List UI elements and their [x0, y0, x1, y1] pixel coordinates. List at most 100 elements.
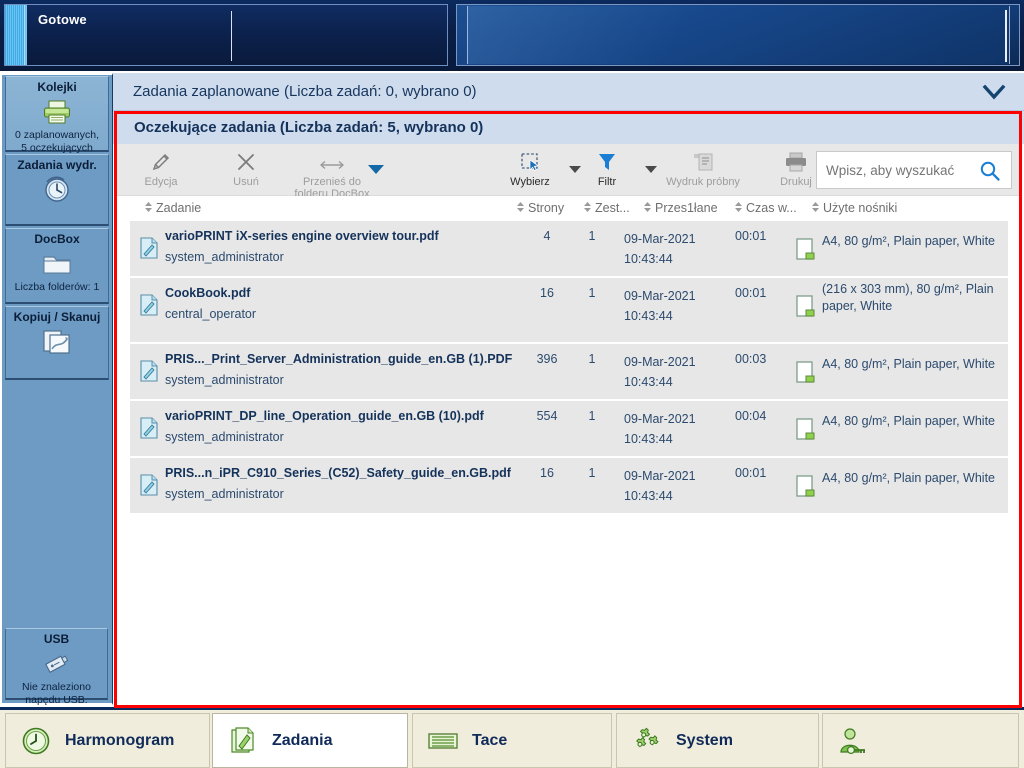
- sheet-icon: [795, 237, 817, 268]
- column-header-sent[interactable]: Przes1łane: [643, 200, 718, 215]
- column-header-sets-label: Zest...: [595, 201, 630, 215]
- job-duration: 00:01: [735, 229, 767, 243]
- sort-icon: [643, 201, 652, 216]
- status-panel-right-inner: [467, 6, 1010, 64]
- nav-tab-zadania-label: Zadania: [272, 731, 333, 749]
- column-header-pages[interactable]: Strony: [516, 200, 564, 215]
- clock-job-icon: [8, 175, 106, 205]
- job-sets: 1: [588, 466, 596, 480]
- column-header-time[interactable]: Czas w...: [734, 200, 797, 215]
- table-row[interactable]: CookBook.pdf central_operator 16 1 09-Ma…: [130, 278, 1008, 344]
- status-panel-right[interactable]: [456, 4, 1020, 66]
- job-sets: 1: [588, 286, 596, 300]
- sheet-icon: [795, 294, 817, 325]
- document-icon: [139, 473, 159, 502]
- close-x-icon: [207, 147, 285, 173]
- bottom-navigation: Harmonogram Zadania Tace: [0, 707, 1024, 768]
- job-media: A4, 80 g/m², Plain paper, White: [822, 234, 996, 248]
- job-duration: 00:01: [735, 466, 767, 480]
- column-header-media[interactable]: Użyte nośniki: [811, 200, 897, 215]
- job-duration: 00:04: [735, 409, 767, 423]
- job-sent-date: 09-Mar-2021 10:43:44: [624, 469, 696, 503]
- sidebar-item-copy-scan[interactable]: Kopiuj / Skanuj: [5, 306, 109, 380]
- filter-button-label: Filtr: [597, 176, 617, 188]
- sidebar-item-docbox-sub: Liczba folderów: 1: [14, 281, 100, 293]
- scheduled-jobs-title: Zadania zaplanowane (Liczba zadań: 0, wy…: [133, 83, 477, 100]
- proof-print-button-label: Wydruk próbny: [666, 176, 740, 188]
- table-row[interactable]: varioPRINT_DP_line_Operation_guide_en.GB…: [130, 401, 1008, 458]
- table-row[interactable]: PRIS..._Print_Server_Administration_guid…: [130, 344, 1008, 401]
- job-owner: central_operator: [165, 307, 257, 321]
- pending-jobs-header: Oczekujące zadania (Liczba zadań: 5, wyb…: [113, 111, 1024, 144]
- job-owner: system_administrator: [165, 373, 284, 387]
- nav-tab-user-login[interactable]: [822, 713, 1019, 768]
- table-row[interactable]: varioPRINT iX-series engine overview tou…: [130, 221, 1008, 278]
- sidebar: Kolejki 0 zaplanowanych, 5 oczekujących Z…: [0, 73, 113, 706]
- gears-icon: [631, 726, 663, 756]
- nav-tab-tace-label: Tace: [472, 731, 508, 749]
- nav-tab-zadania[interactable]: Zadania: [212, 713, 408, 768]
- column-header-sets[interactable]: Zest...: [583, 200, 630, 215]
- edit-button[interactable]: Edycja: [122, 147, 200, 188]
- job-sets: 1: [588, 229, 596, 243]
- nav-tab-system[interactable]: System: [616, 713, 819, 768]
- sheet-icon: [795, 360, 817, 391]
- top-status-bar: Gotowe: [0, 0, 1024, 71]
- column-header-job-label: Zadanie: [156, 201, 202, 215]
- search-box[interactable]: [816, 151, 1012, 189]
- search-input[interactable]: [826, 162, 976, 178]
- print-button-label: Drukuj: [780, 176, 812, 188]
- edit-button-label: Edycja: [144, 176, 178, 188]
- arrows-horizontal-icon: [284, 147, 380, 173]
- documents-icon: [227, 726, 259, 756]
- filter-button[interactable]: Filtr: [568, 147, 646, 188]
- jobs-toolbar: Edycja Usuń Przenieś d: [116, 144, 1021, 200]
- scheduled-jobs-bar[interactable]: Zadania zaplanowane (Liczba zadań: 0, wy…: [113, 73, 1024, 111]
- job-duration: 00:03: [735, 352, 767, 366]
- document-icon: [139, 236, 159, 265]
- job-pages: 16: [540, 466, 554, 480]
- print-button[interactable]: Drukuj: [757, 147, 835, 188]
- job-name: varioPRINT iX-series engine overview tou…: [165, 229, 439, 243]
- sort-icon: [811, 201, 820, 216]
- sidebar-item-usb[interactable]: USB Nie znaleziono napędu USB.: [5, 628, 108, 706]
- delete-button[interactable]: Usuń: [207, 147, 285, 188]
- job-sets: 1: [588, 352, 596, 366]
- job-name: PRIS..._Print_Server_Administration_guid…: [165, 352, 513, 366]
- toolbar-more-caret-icon[interactable]: [365, 161, 387, 177]
- job-sent-date: 09-Mar-2021 10:43:44: [624, 412, 696, 446]
- job-pages: 4: [543, 229, 551, 243]
- job-owner: system_administrator: [165, 487, 284, 501]
- job-media: A4, 80 g/m², Plain paper, White: [822, 471, 996, 485]
- nav-tab-harmonogram-label: Harmonogram: [65, 731, 175, 749]
- nav-tab-harmonogram[interactable]: Harmonogram: [5, 713, 210, 768]
- printer-icon: [757, 147, 835, 173]
- sidebar-item-queues-sub: 0 zaplanowanych, 5 oczekujących: [14, 129, 100, 154]
- job-name: PRIS...n_iPR_C910_Series_(C52)_Safety_gu…: [165, 466, 511, 480]
- sidebar-item-docbox-label: DocBox: [34, 232, 80, 246]
- nav-tab-tace[interactable]: Tace: [412, 713, 612, 768]
- delete-button-label: Usuń: [233, 176, 259, 188]
- filter-more-caret-icon[interactable]: [643, 162, 659, 174]
- job-media: (216 x 303 mm), 80 g/m², Plain paper, Wh…: [822, 282, 994, 313]
- select-button[interactable]: Wybierz: [491, 147, 569, 188]
- column-header-job[interactable]: Zadanie: [144, 200, 201, 215]
- sidebar-item-queues[interactable]: Kolejki 0 zaplanowanych, 5 oczekujących: [5, 76, 109, 154]
- status-panel-left[interactable]: Gotowe: [4, 4, 448, 66]
- sidebar-item-docbox[interactable]: DocBox Liczba folderów: 1: [5, 228, 109, 304]
- table-row[interactable]: PRIS...n_iPR_C910_Series_(C52)_Safety_gu…: [130, 458, 1008, 515]
- job-media: A4, 80 g/m², Plain paper, White: [822, 357, 996, 371]
- job-duration: 00:01: [735, 286, 767, 300]
- select-more-caret-icon[interactable]: [567, 162, 583, 174]
- folder-icon: [8, 249, 106, 279]
- sidebar-item-printed-jobs[interactable]: Zadania wydr.: [5, 154, 109, 226]
- job-name: varioPRINT_DP_line_Operation_guide_en.GB…: [165, 409, 484, 423]
- job-sent-date: 09-Mar-2021 10:43:44: [624, 232, 696, 266]
- proof-print-button[interactable]: Wydruk próbny: [651, 147, 755, 188]
- search-icon[interactable]: [979, 160, 1001, 187]
- marquee-select-icon: [491, 147, 569, 173]
- chevron-down-icon[interactable]: [982, 82, 1006, 102]
- sidebar-item-usb-sub: Nie znaleziono napędu USB.: [22, 681, 91, 706]
- status-divider: [231, 11, 232, 61]
